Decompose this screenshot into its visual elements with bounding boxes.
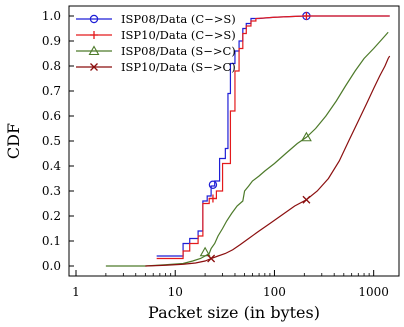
- y-tick-label: 0.2: [42, 209, 61, 223]
- series-marker: [199, 246, 211, 257]
- series-marker: [208, 180, 218, 189]
- y-axis-label: CDF: [4, 123, 23, 159]
- series-marker: [207, 254, 216, 263]
- series-2: [156, 12, 390, 260]
- series-4: [145, 55, 391, 267]
- series-line: [145, 55, 391, 267]
- y-tick-label: 0.9: [42, 34, 61, 48]
- axis-ticks: 0.0 0.1 0.2 0.3 0.4 0.5 0.6 0.7 0.8 0.9 1.0 1 10 100 1…: [42, 9, 389, 299]
- y-tick-label: 0.7: [42, 84, 61, 98]
- x-tick-label: 10: [168, 285, 183, 299]
- y-tick-label: 0.3: [42, 184, 61, 198]
- legend-marker: [89, 14, 99, 24]
- legend-marker: [90, 31, 98, 39]
- series-line: [156, 15, 390, 260]
- legend-marker: [88, 45, 100, 56]
- y-tick-label: 0.1: [42, 234, 61, 248]
- x-tick-label: 100: [263, 285, 286, 299]
- series-marker: [302, 195, 311, 204]
- legend-entry: ISP10/Data (S−>C): [76, 60, 236, 74]
- x-tick-label: 1000: [358, 285, 389, 299]
- series-marker: [302, 12, 311, 20]
- series-marker: [208, 194, 217, 203]
- legend-label: ISP10/Data (S−>C): [121, 60, 236, 74]
- legend-label: ISP08/Data (C−>S): [121, 12, 236, 26]
- legend-label: ISP10/Data (C−>S): [121, 28, 236, 42]
- legend-entry: ISP08/Data (C−>S): [76, 12, 236, 26]
- series-layer: [105, 11, 391, 267]
- y-tick-label: 1.0: [42, 9, 61, 23]
- series-3: [105, 31, 389, 267]
- legend-entry: ISP08/Data (S−>C): [76, 44, 236, 58]
- x-tick-label: 1: [72, 285, 80, 299]
- y-tick-label: 0.5: [42, 134, 61, 148]
- series-marker: [300, 131, 312, 142]
- y-tick-label: 0.0: [42, 259, 61, 273]
- y-tick-label: 0.8: [42, 59, 61, 73]
- legend-entry: ISP10/Data (C−>S): [76, 28, 236, 42]
- legend: ISP08/Data (C−>S) ISP10/Data (C−>S) ISP08/…: [76, 12, 236, 74]
- x-axis-label: Packet size (in bytes): [148, 303, 320, 322]
- series-line: [156, 15, 390, 257]
- y-tick-label: 0.6: [42, 109, 61, 123]
- y-tick-label: 0.4: [42, 159, 61, 173]
- legend-label: ISP08/Data (S−>C): [121, 44, 236, 58]
- legend-marker: [90, 63, 98, 71]
- series-line: [105, 31, 389, 267]
